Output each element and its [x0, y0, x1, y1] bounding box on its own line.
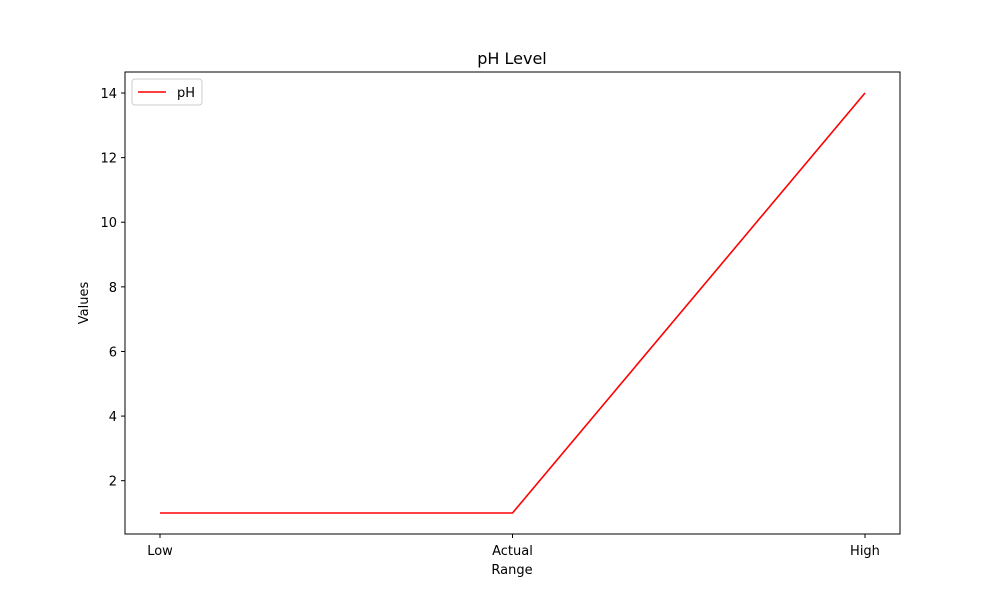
y-tick-label: 6: [109, 345, 117, 360]
y-tick-label: 14: [100, 87, 117, 102]
y-tick-label: 10: [100, 216, 117, 231]
legend-label-ph: pH: [177, 86, 195, 101]
y-axis-label: Values: [77, 282, 92, 325]
plot-area: Low Actual High 2 4 6 8 10 12 14: [100, 71, 901, 559]
y-tick-label: 2: [109, 475, 117, 490]
y-tick-label: 12: [100, 152, 117, 167]
x-tick-label: Low: [147, 544, 173, 559]
y-tick-label: 8: [109, 281, 117, 296]
series-line-ph: [160, 92, 866, 514]
chart-title: pH Level: [477, 49, 547, 68]
legend: pH: [131, 78, 203, 106]
x-axis-label: Range: [491, 563, 532, 578]
y-tick-label: 4: [109, 410, 117, 425]
legend-box: [131, 78, 203, 106]
x-tick-label: High: [850, 544, 880, 559]
x-tick-label: Actual: [492, 544, 533, 559]
